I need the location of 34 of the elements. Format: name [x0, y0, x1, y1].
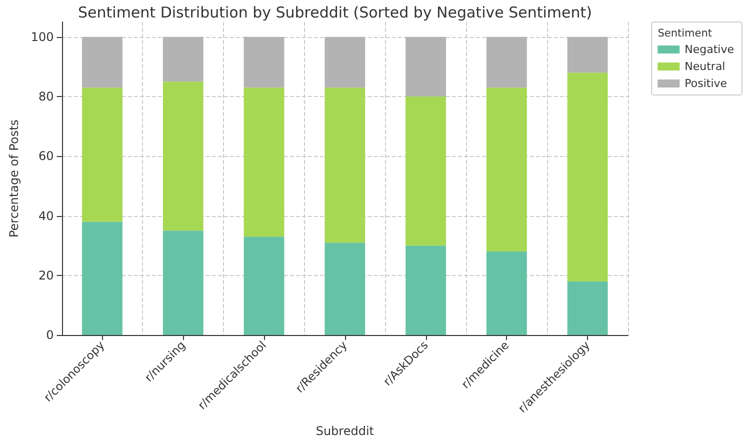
bar [162, 230, 204, 335]
bar [406, 246, 446, 335]
x-axis-title: Subreddit [316, 424, 374, 438]
legend-label: Positive [684, 77, 728, 90]
bar [406, 36, 446, 97]
bar [82, 36, 122, 88]
y-tick-label: 80 [38, 90, 54, 104]
bar [162, 36, 204, 82]
bar [486, 252, 527, 335]
y-axis-title: Percentage of Posts [7, 119, 21, 238]
bar [406, 96, 446, 246]
bar [324, 36, 366, 88]
bar [567, 36, 608, 73]
legend-title: Sentiment [658, 28, 712, 40]
y-tick-label: 40 [38, 208, 54, 223]
y-tick-label: 20 [38, 268, 54, 282]
bar [567, 281, 608, 335]
legend-label: Negative [684, 43, 734, 56]
bar [567, 72, 608, 282]
bar [82, 88, 122, 222]
bar [82, 222, 122, 335]
bar [324, 88, 366, 243]
y-tick-label: 100 [30, 30, 54, 44]
y-tick-label: 60 [38, 149, 54, 164]
bar [486, 36, 527, 88]
legend-label: Neutral [684, 60, 726, 73]
bar [162, 82, 204, 231]
bar [244, 236, 284, 335]
bar [244, 88, 284, 237]
bar [324, 242, 366, 335]
bar [244, 36, 284, 88]
y-tick-label: 0 [46, 328, 54, 342]
bar [486, 88, 527, 252]
chart-title: Sentiment Distribution by Subreddit (Sorted by Negative Sentiment) [78, 4, 592, 22]
